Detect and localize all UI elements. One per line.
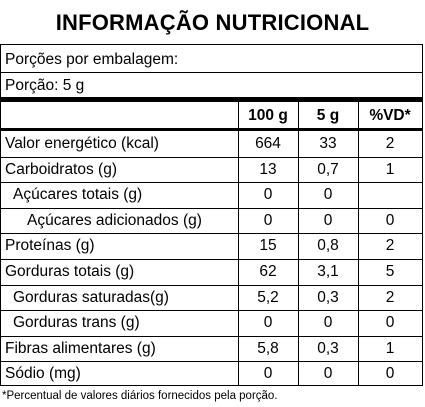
nutrient-label: Gorduras totais (g) bbox=[5, 263, 135, 280]
nutrient-label: Carboidratos (g) bbox=[5, 160, 117, 178]
col-divider-2 bbox=[298, 102, 299, 386]
value-per-serving: 0,8 bbox=[317, 237, 339, 255]
nutrient-label: Gorduras saturadas(g) bbox=[13, 288, 169, 306]
col-divider-3 bbox=[358, 102, 359, 386]
servings-per-package: Porções por embalagem: bbox=[5, 51, 179, 68]
footnote: *Percentual de valores diários fornecido… bbox=[2, 390, 278, 402]
value-per-100g: 5,8 bbox=[257, 339, 279, 357]
row-divider bbox=[1, 335, 422, 337]
row-divider bbox=[1, 156, 422, 158]
value-per-serving: 0 bbox=[323, 365, 333, 383]
nutrient-label: Açúcares totais (g) bbox=[13, 186, 143, 204]
value-per-100g: 0 bbox=[263, 365, 273, 383]
nutrient-label: Fibras alimentares (g) bbox=[5, 339, 156, 357]
row-divider bbox=[1, 233, 422, 235]
value-vd: 5 bbox=[385, 263, 395, 280]
value-per-serving: 33 bbox=[319, 135, 337, 152]
value-per-100g: 664 bbox=[255, 135, 281, 152]
col-header-vd: %VD* bbox=[369, 107, 411, 124]
value-per-100g: 0 bbox=[263, 211, 273, 229]
value-vd: 2 bbox=[385, 135, 395, 152]
nutrient-label: Açúcares adicionados (g) bbox=[27, 211, 202, 229]
row-divider bbox=[1, 310, 422, 312]
value-per-serving: 0 bbox=[323, 186, 333, 204]
value-per-100g: 0 bbox=[263, 314, 273, 332]
value-per-100g: 0 bbox=[263, 186, 273, 204]
nutrient-label: Sódio (mg) bbox=[5, 365, 81, 383]
value-per-100g: 13 bbox=[259, 160, 277, 178]
divider-thin bbox=[1, 72, 422, 73]
panel-title: INFORMAÇÃO NUTRICIONAL bbox=[55, 10, 370, 35]
col-header-serving: 5 g bbox=[316, 107, 340, 124]
value-vd: 1 bbox=[385, 160, 395, 178]
value-per-serving: 0,3 bbox=[317, 339, 339, 357]
col-header-100g: 100 g bbox=[248, 107, 288, 124]
divider-thick bbox=[1, 97, 422, 102]
nutrition-table: Porções por embalagem: Porção: 5 g 100 g… bbox=[0, 44, 423, 386]
value-vd: 0 bbox=[385, 314, 395, 332]
serving-size: Porção: 5 g bbox=[5, 77, 85, 94]
value-per-serving: 3,1 bbox=[317, 263, 339, 280]
value-vd: 2 bbox=[385, 237, 395, 255]
row-divider bbox=[1, 259, 422, 260]
value-vd: 1 bbox=[385, 339, 395, 357]
value-per-serving: 0,3 bbox=[317, 288, 339, 306]
row-divider bbox=[1, 182, 422, 184]
header-divider bbox=[1, 128, 422, 131]
value-per-serving: 0 bbox=[323, 211, 333, 229]
nutrient-label: Valor energético (kcal) bbox=[5, 135, 159, 152]
nutrient-label: Gorduras trans (g) bbox=[13, 314, 140, 332]
value-per-100g: 5,2 bbox=[257, 288, 279, 306]
value-per-100g: 15 bbox=[259, 237, 277, 255]
nutrient-label: Proteínas (g) bbox=[5, 237, 95, 255]
value-per-100g: 62 bbox=[259, 263, 277, 280]
value-vd: 0 bbox=[385, 211, 395, 229]
row-divider bbox=[1, 284, 422, 286]
value-per-serving: 0,7 bbox=[317, 160, 339, 178]
value-vd: 2 bbox=[385, 288, 395, 306]
row-divider bbox=[1, 361, 422, 363]
value-vd: 0 bbox=[385, 365, 395, 383]
value-per-serving: 0 bbox=[323, 314, 333, 332]
row-divider bbox=[1, 207, 422, 209]
col-divider-1 bbox=[238, 102, 239, 386]
